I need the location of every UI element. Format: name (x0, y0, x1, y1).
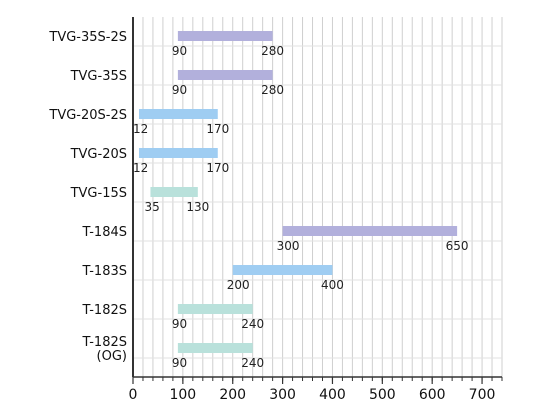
range-bar (150, 187, 198, 197)
range-end-label: 240 (241, 356, 264, 370)
range-start-label: 90 (172, 44, 187, 58)
category-label: TVG-20S-2S (48, 108, 127, 123)
range-end-label: 170 (206, 161, 229, 175)
range-start-label: 90 (172, 317, 187, 331)
range-end-label: 170 (206, 122, 229, 136)
category-label: (OG) (97, 349, 127, 364)
range-bar (177, 304, 253, 314)
range-bar (232, 265, 333, 275)
range-start-label: 12 (133, 122, 148, 136)
category-label: T-182S (81, 335, 127, 350)
range-start-label: 90 (172, 83, 187, 97)
range-end-label: 400 (321, 278, 344, 292)
range-start-label: 90 (172, 356, 187, 370)
range-bar (177, 70, 273, 80)
x-tick-label: 500 (369, 387, 396, 403)
range-bar (177, 31, 273, 41)
range-bar (138, 109, 218, 119)
x-tick-label: 700 (469, 387, 496, 403)
range-end-label: 280 (261, 44, 284, 58)
range-start-label: 12 (133, 161, 148, 175)
x-tick-label: 300 (269, 387, 296, 403)
axes (132, 17, 503, 384)
category-label: T-182S (81, 303, 127, 318)
x-tick-label: 200 (219, 387, 246, 403)
x-tick-label: 100 (169, 387, 196, 403)
category-label: TVG-35S-2S (48, 30, 127, 45)
category-label: T-183S (81, 264, 127, 279)
category-label: TVG-20S (70, 147, 127, 162)
x-tick-label: 0 (129, 387, 138, 403)
range-start-label: 35 (144, 200, 159, 214)
category-label: TVG-35S (70, 69, 127, 84)
range-end-label: 130 (186, 200, 209, 214)
range-start-label: 200 (227, 278, 250, 292)
range-bars (138, 31, 458, 353)
range-end-label: 240 (241, 317, 264, 331)
range-start-label: 300 (277, 239, 300, 253)
x-tick-label: 600 (419, 387, 446, 403)
x-tick-label: 400 (319, 387, 346, 403)
category-label: T-184S (81, 225, 127, 240)
range-bar (177, 343, 253, 353)
range-end-label: 650 (446, 239, 469, 253)
category-label: TVG-15S (70, 186, 127, 201)
range-bar (282, 226, 458, 236)
range-end-label: 280 (261, 83, 284, 97)
range-bar (138, 148, 218, 158)
labels: 0 100 200 300 400 500 600 700 90 280 TVG-35S-2S 90 2… (48, 30, 495, 403)
